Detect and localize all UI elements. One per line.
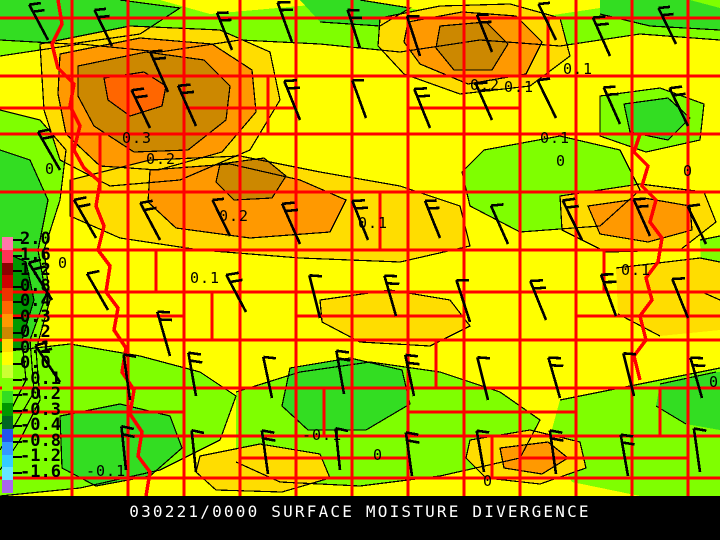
product-title: 030221/0000 SURFACE MOISTURE DIVERGENCE — [129, 502, 591, 521]
contour-value-label: 0 — [373, 446, 384, 464]
colorbar-tick — [13, 347, 22, 350]
colorbar-swatch — [2, 249, 13, 263]
colorbar-tick — [13, 425, 22, 428]
colorbar-swatch — [2, 262, 13, 276]
colorbar-swatch — [2, 467, 13, 481]
colorbar-swatch — [2, 237, 13, 250]
colorbar-tick — [13, 332, 22, 335]
colorbar-label: -1.6 — [20, 461, 61, 482]
colorbar-tick — [13, 254, 22, 257]
colorbar-swatch — [2, 352, 13, 365]
colorbar-swatch — [2, 326, 13, 340]
colorbar-label: -0.2 — [20, 384, 61, 405]
contour-value-label: -0.1 — [302, 426, 343, 444]
contour-value-label: 0.3 — [122, 129, 153, 147]
colorbar-swatch — [2, 454, 13, 468]
colorbar-swatch — [2, 313, 13, 327]
colorbar-swatch — [2, 428, 13, 442]
colorbar-tick — [13, 363, 22, 366]
contour-value-label: 0.2 — [470, 76, 501, 94]
colorbar-label: 0.0 — [20, 353, 51, 374]
footer-bar: 030221/0000 SURFACE MOISTURE DIVERGENCE — [0, 496, 720, 540]
contour-value-label: 0.1 — [621, 261, 652, 279]
contour-value-label: 0 — [45, 160, 56, 178]
colorbar-label: 0.3 — [20, 306, 51, 327]
colorbar-swatch — [2, 480, 13, 493]
colorbar-swatch — [2, 364, 13, 378]
colorbar-label: 1.2 — [20, 260, 51, 281]
colorbar-ticks — [13, 237, 23, 493]
colorbar-label: 1.6 — [20, 244, 51, 265]
wind-barb-layer — [27, 0, 708, 477]
colorbar-label: -0.3 — [20, 399, 61, 420]
colorbar-swatch — [2, 339, 13, 353]
colorbar-swatch — [2, 441, 13, 455]
colorbar-label: -1.2 — [20, 446, 61, 467]
colorbar-label: -0.8 — [20, 430, 61, 451]
colorbar-swatch — [2, 300, 13, 314]
colorbar-tick — [13, 471, 22, 474]
contour-value-label: 0.1 — [358, 214, 389, 232]
colorbar-label: -0.4 — [20, 415, 61, 436]
colorbar-tick — [13, 239, 22, 241]
contour-value-label: 0.1 — [190, 269, 221, 287]
contour-value-label: 0 — [709, 373, 720, 391]
colorbar-swatch — [2, 403, 13, 417]
colorbar-tick — [13, 440, 22, 443]
colorbar-tick — [13, 394, 22, 397]
colorbar-label: 0.1 — [20, 337, 51, 358]
contour-value-label: 0.2 — [146, 150, 177, 168]
contour-value-label: -0.1 — [86, 462, 127, 480]
contour-value-label: 0 — [683, 162, 694, 180]
colorbar-tick — [13, 316, 22, 319]
contour-value-label: 0 — [483, 472, 494, 490]
colorbar-tick — [13, 301, 22, 304]
contour-value-label: 0.1 — [563, 60, 594, 78]
colorbar-label: 0.4 — [20, 291, 51, 312]
contour-value-label: 0.2 — [219, 207, 250, 225]
colorbar-swatches — [2, 237, 13, 493]
colorbar-tick — [13, 270, 22, 273]
colorbar-label: -0.1 — [20, 368, 61, 389]
colorbar-tick — [13, 409, 22, 412]
contour-value-label: 0.1 — [504, 78, 535, 96]
surface-moisture-divergence-map[interactable]: 0.3 0.2 0.2 0.1 0.1 0.2 0.1 0.1 0.1 0.1 0 0 0 0 0 0 0 -0.… — [0, 0, 720, 496]
contour-value-label: 0.1 — [540, 129, 571, 147]
colorbar-label: 2.0 — [20, 229, 51, 249]
contour-value-label: 0 — [556, 152, 567, 170]
colorbar-swatch — [2, 288, 13, 301]
colorbar-label: 0.2 — [20, 322, 51, 343]
contour-fill-layer — [0, 0, 720, 496]
colorbar-label: 0.8 — [20, 275, 51, 296]
colorbar-swatch — [2, 275, 13, 289]
colorbar-tick — [13, 456, 22, 459]
contour-value-label: 0 — [58, 254, 69, 272]
colorbar-labels: 2.0 1.6 1.2 0.8 0.4 0.3 0.2 0.1 0.0 -0.1 -0.2 -0.3-… — [20, 231, 68, 499]
colorbar-swatch — [2, 416, 13, 429]
colorbar-swatch — [2, 390, 13, 404]
colorbar-tick — [13, 378, 22, 381]
colorbar-tick — [13, 285, 22, 288]
colorbar-swatch — [2, 377, 13, 391]
